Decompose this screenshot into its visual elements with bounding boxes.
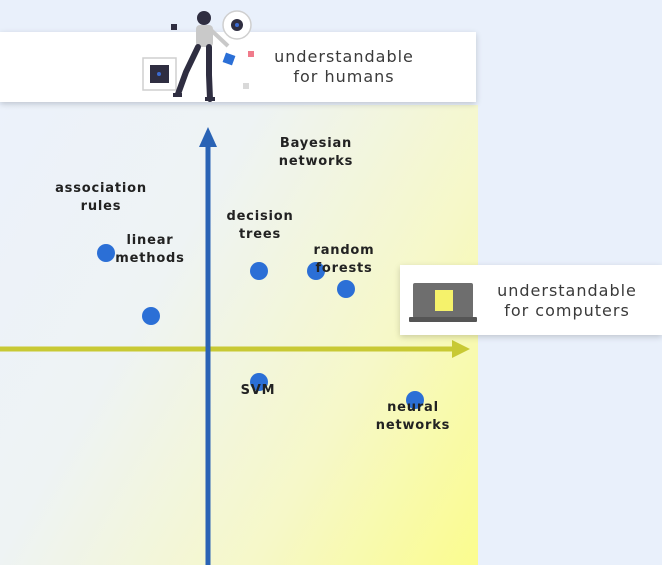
dot-linear-methods [142,307,160,325]
computers-axis-label-line1: understandable [497,281,637,300]
person-leg-right [206,44,213,102]
person-shoe-right [205,97,215,101]
floating-square-gray [243,83,249,89]
person-leg-left [175,44,201,97]
label-neural-networks-line1: neural [387,400,439,415]
dot-neural-networks [406,391,424,409]
humans-axis-label-line2: for humans [293,67,395,86]
person-illustration [142,10,254,102]
label-svm-line1: SVM [240,383,276,398]
label-linear-methods: linear methods [115,232,184,268]
vertical-axis-arrowhead [199,127,217,147]
picture-frame-dot [157,72,161,76]
floating-square-pink [248,51,254,57]
person-head [197,11,211,25]
humans-axis-card [0,32,476,102]
label-linear-methods-line1: linear [126,233,174,248]
label-bayesian-networks: Bayesian networks [279,135,353,171]
person-torso [196,25,213,47]
label-decision-trees-line1: decision [226,209,294,224]
laptop-illustration [409,283,477,322]
target-circle-center [235,23,239,27]
label-neural-networks-line2: networks [375,418,451,433]
label-random-forests-line2: forests [315,261,373,276]
quadrant-panel [0,105,478,565]
laptop-screen-yellow-square [435,290,453,311]
label-bayesian-networks-line2: networks [278,154,354,169]
computers-axis-label-line2: for computers [504,301,630,320]
label-neural-networks: neural networks [376,399,450,435]
person-arm [209,28,230,48]
label-association-rules: association rules [55,180,147,216]
person-shoe-left [173,93,182,97]
label-linear-methods-line2: methods [115,251,185,266]
floating-square-blue [222,52,236,66]
label-association-rules-line2: rules [80,199,122,214]
computers-axis-label: understandable for computers [482,281,652,321]
dot-svm [250,373,268,391]
horizontal-axis-arrowhead [452,340,470,358]
dot-decision-trees [250,262,268,280]
dot-random-forests [337,280,355,298]
dot-bayesian-networks [307,262,325,280]
label-random-forests: random forests [313,242,374,278]
label-svm: SVM [241,382,276,400]
label-random-forests-line1: random [313,243,375,258]
label-association-rules-line1: association [55,181,147,196]
label-decision-trees-line2: trees [238,227,281,242]
label-decision-trees: decision trees [226,208,293,244]
humans-axis-label: understandable for humans [258,47,430,87]
laptop-base [409,317,477,322]
label-bayesian-networks-line1: Bayesian [279,136,353,151]
floating-square-dark [171,24,177,30]
dot-association-rules [97,244,115,262]
humans-axis-label-line1: understandable [274,47,414,66]
